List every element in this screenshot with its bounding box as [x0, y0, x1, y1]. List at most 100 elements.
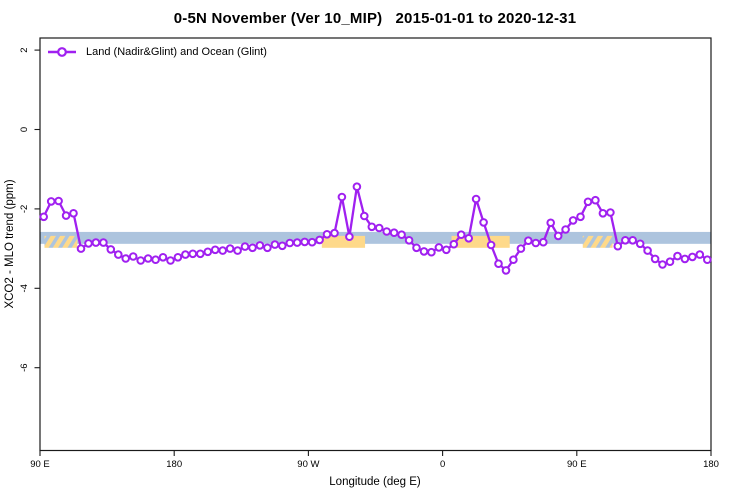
data-point-marker: [255, 241, 265, 250]
data-point-marker: [598, 209, 608, 218]
data-point-marker: [292, 238, 302, 247]
data-point-marker: [39, 212, 49, 222]
data-point-marker: [151, 255, 160, 265]
data-point-marker: [635, 239, 645, 249]
y-tick-label: -6: [19, 363, 30, 371]
data-point-marker: [650, 254, 660, 264]
data-point-marker: [688, 252, 697, 262]
data-point-marker: [397, 230, 406, 239]
data-point-marker: [143, 254, 153, 263]
data-point-marker: [486, 240, 496, 250]
data-point-marker: [84, 239, 93, 248]
data-point-marker: [374, 223, 384, 233]
data-point-marker: [382, 227, 392, 236]
data-point-marker: [501, 266, 511, 275]
data-point-marker: [248, 243, 257, 253]
data-point-marker: [442, 245, 451, 255]
data-point-marker: [330, 228, 339, 238]
data-point-marker: [524, 236, 533, 245]
y-axis: 2 0 -2 -4 -6: [19, 47, 40, 372]
data-point-marker: [300, 237, 310, 247]
plot-border: [39, 37, 712, 452]
data-point-marker: [665, 257, 675, 267]
data-point-marker: [203, 247, 213, 257]
x-tick-label: 90 E: [30, 459, 50, 470]
data-point-marker: [404, 236, 414, 245]
data-point-marker: [449, 239, 459, 249]
y-tick-label: -4: [19, 284, 30, 292]
data-point-marker: [270, 240, 280, 249]
data-point-marker: [583, 197, 593, 207]
y-tick-label: -2: [19, 205, 30, 213]
data-point-marker: [479, 218, 488, 227]
data-point-marker: [173, 252, 183, 262]
data-point-marker: [621, 236, 630, 245]
reference-band-orange-segment: [451, 235, 510, 248]
x-tick-label: 180: [166, 459, 182, 470]
data-point-marker: [531, 238, 541, 248]
reference-band-orange-segment: [321, 235, 366, 248]
data-point-marker: [539, 237, 548, 247]
data-point-marker: [240, 242, 250, 251]
x-axis: 90 E 180 90 W 0 90 E 180: [30, 450, 719, 470]
data-point-marker: [509, 255, 518, 265]
data-point-marker: [166, 256, 175, 265]
x-tick-label: 180: [703, 459, 719, 470]
data-point-marker: [673, 251, 682, 261]
data-point-marker: [367, 222, 377, 232]
data-point-marker: [561, 225, 570, 234]
data-point-marker: [307, 237, 317, 247]
data-point-marker: [434, 243, 444, 252]
data-point-marker: [225, 244, 235, 253]
reference-band-orange-segment: [582, 235, 613, 248]
data-point-marker: [69, 209, 78, 218]
data-point-marker: [419, 247, 429, 256]
data-point-marker: [471, 194, 481, 204]
data-point-marker: [352, 182, 362, 191]
data-point-marker: [337, 192, 347, 202]
data-point-marker: [46, 197, 56, 206]
data-point-marker: [568, 216, 578, 225]
y-tick-label: 0: [19, 127, 30, 132]
data-point-marker: [61, 211, 71, 220]
data-point-marker: [516, 244, 526, 253]
data-point-marker: [54, 196, 63, 206]
data-point-marker: [389, 228, 399, 237]
data-point-marker: [553, 231, 563, 241]
data-points: [39, 182, 712, 275]
data-point-marker: [494, 259, 503, 269]
data-point-marker: [606, 208, 615, 217]
data-point-marker: [263, 243, 272, 253]
data-point-marker: [181, 250, 190, 259]
reference-band: [40, 231, 711, 248]
data-point-marker: [99, 238, 108, 247]
data-point-marker: [218, 246, 227, 255]
data-point-marker: [628, 236, 638, 245]
data-point-marker: [658, 260, 667, 269]
reference-band-blue: [40, 231, 711, 244]
data-point-marker: [76, 244, 86, 253]
data-point-marker: [412, 243, 421, 253]
data-point-marker: [546, 218, 556, 228]
data-point-marker: [278, 241, 287, 251]
data-point-marker: [322, 230, 332, 239]
data-point-marker: [464, 234, 474, 243]
data-point-marker: [136, 256, 145, 265]
data-point-marker: [345, 232, 354, 241]
data-point-marker: [456, 230, 466, 239]
data-point-marker: [285, 238, 295, 248]
data-point-marker: [427, 247, 436, 257]
data-point-marker: [643, 246, 652, 255]
data-point-marker: [91, 238, 101, 247]
data-point-marker: [233, 246, 242, 255]
reference-band-orange-segment: [44, 235, 78, 248]
data-point-marker: [613, 241, 623, 251]
data-point-marker: [121, 254, 130, 263]
x-tick-label: 90 W: [297, 459, 319, 470]
data-point-marker: [315, 235, 324, 245]
data-point-marker: [188, 249, 198, 259]
data-point-marker: [196, 249, 205, 259]
legend-line-marker-icon: [48, 47, 76, 57]
data-point-marker: [680, 254, 690, 264]
